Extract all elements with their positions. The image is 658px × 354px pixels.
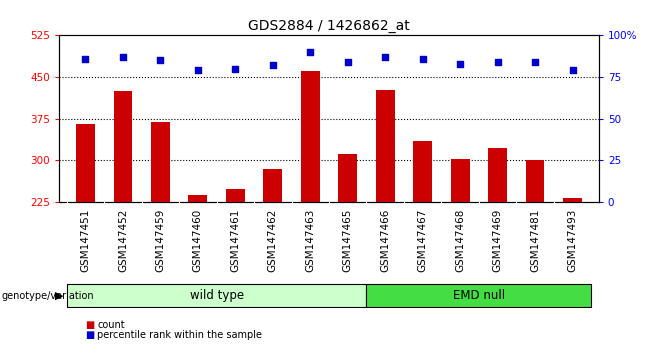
Text: GSM147467: GSM147467	[418, 208, 428, 272]
Text: GSM147459: GSM147459	[155, 208, 165, 272]
Bar	[526, 160, 544, 202]
Text: GSM147481: GSM147481	[530, 208, 540, 272]
Text: count: count	[97, 320, 125, 330]
Bar	[226, 189, 245, 202]
Text: wild type: wild type	[190, 289, 243, 302]
Bar	[376, 90, 395, 202]
Point	[342, 59, 353, 65]
Text: GSM147452: GSM147452	[118, 208, 128, 272]
Point	[155, 57, 166, 63]
Point	[80, 56, 91, 62]
Point	[305, 49, 316, 55]
Text: ▶: ▶	[55, 291, 63, 301]
Point	[530, 59, 540, 65]
Bar	[66, 284, 367, 308]
Bar	[563, 198, 582, 202]
Point	[417, 56, 428, 62]
Point	[455, 61, 465, 67]
Bar	[413, 141, 432, 202]
Bar	[367, 284, 592, 308]
Bar	[263, 169, 282, 202]
Text: GSM147462: GSM147462	[268, 208, 278, 272]
Text: GSM147493: GSM147493	[568, 208, 578, 272]
Text: GSM147465: GSM147465	[343, 208, 353, 272]
Text: ■: ■	[86, 330, 95, 339]
Text: GSM147451: GSM147451	[80, 208, 90, 272]
Text: GSM147466: GSM147466	[380, 208, 390, 272]
Text: GSM147463: GSM147463	[305, 208, 315, 272]
Bar	[451, 159, 470, 202]
Bar	[151, 122, 170, 202]
Text: EMD null: EMD null	[453, 289, 505, 302]
Text: GSM147469: GSM147469	[493, 208, 503, 272]
Point	[567, 68, 578, 73]
Text: GSM147460: GSM147460	[193, 208, 203, 272]
Text: ■: ■	[86, 320, 95, 330]
Point	[380, 54, 390, 60]
Title: GDS2884 / 1426862_at: GDS2884 / 1426862_at	[248, 19, 410, 33]
Point	[230, 66, 241, 72]
Bar	[188, 195, 207, 202]
Point	[193, 68, 203, 73]
Point	[118, 54, 128, 60]
Bar	[338, 154, 357, 202]
Bar	[488, 148, 507, 202]
Text: GSM147461: GSM147461	[230, 208, 240, 272]
Text: genotype/variation: genotype/variation	[1, 291, 94, 301]
Point	[268, 63, 278, 68]
Bar	[114, 91, 132, 202]
Text: GSM147468: GSM147468	[455, 208, 465, 272]
Bar	[76, 124, 95, 202]
Point	[492, 59, 503, 65]
Text: percentile rank within the sample: percentile rank within the sample	[97, 330, 263, 339]
Bar	[301, 72, 320, 202]
